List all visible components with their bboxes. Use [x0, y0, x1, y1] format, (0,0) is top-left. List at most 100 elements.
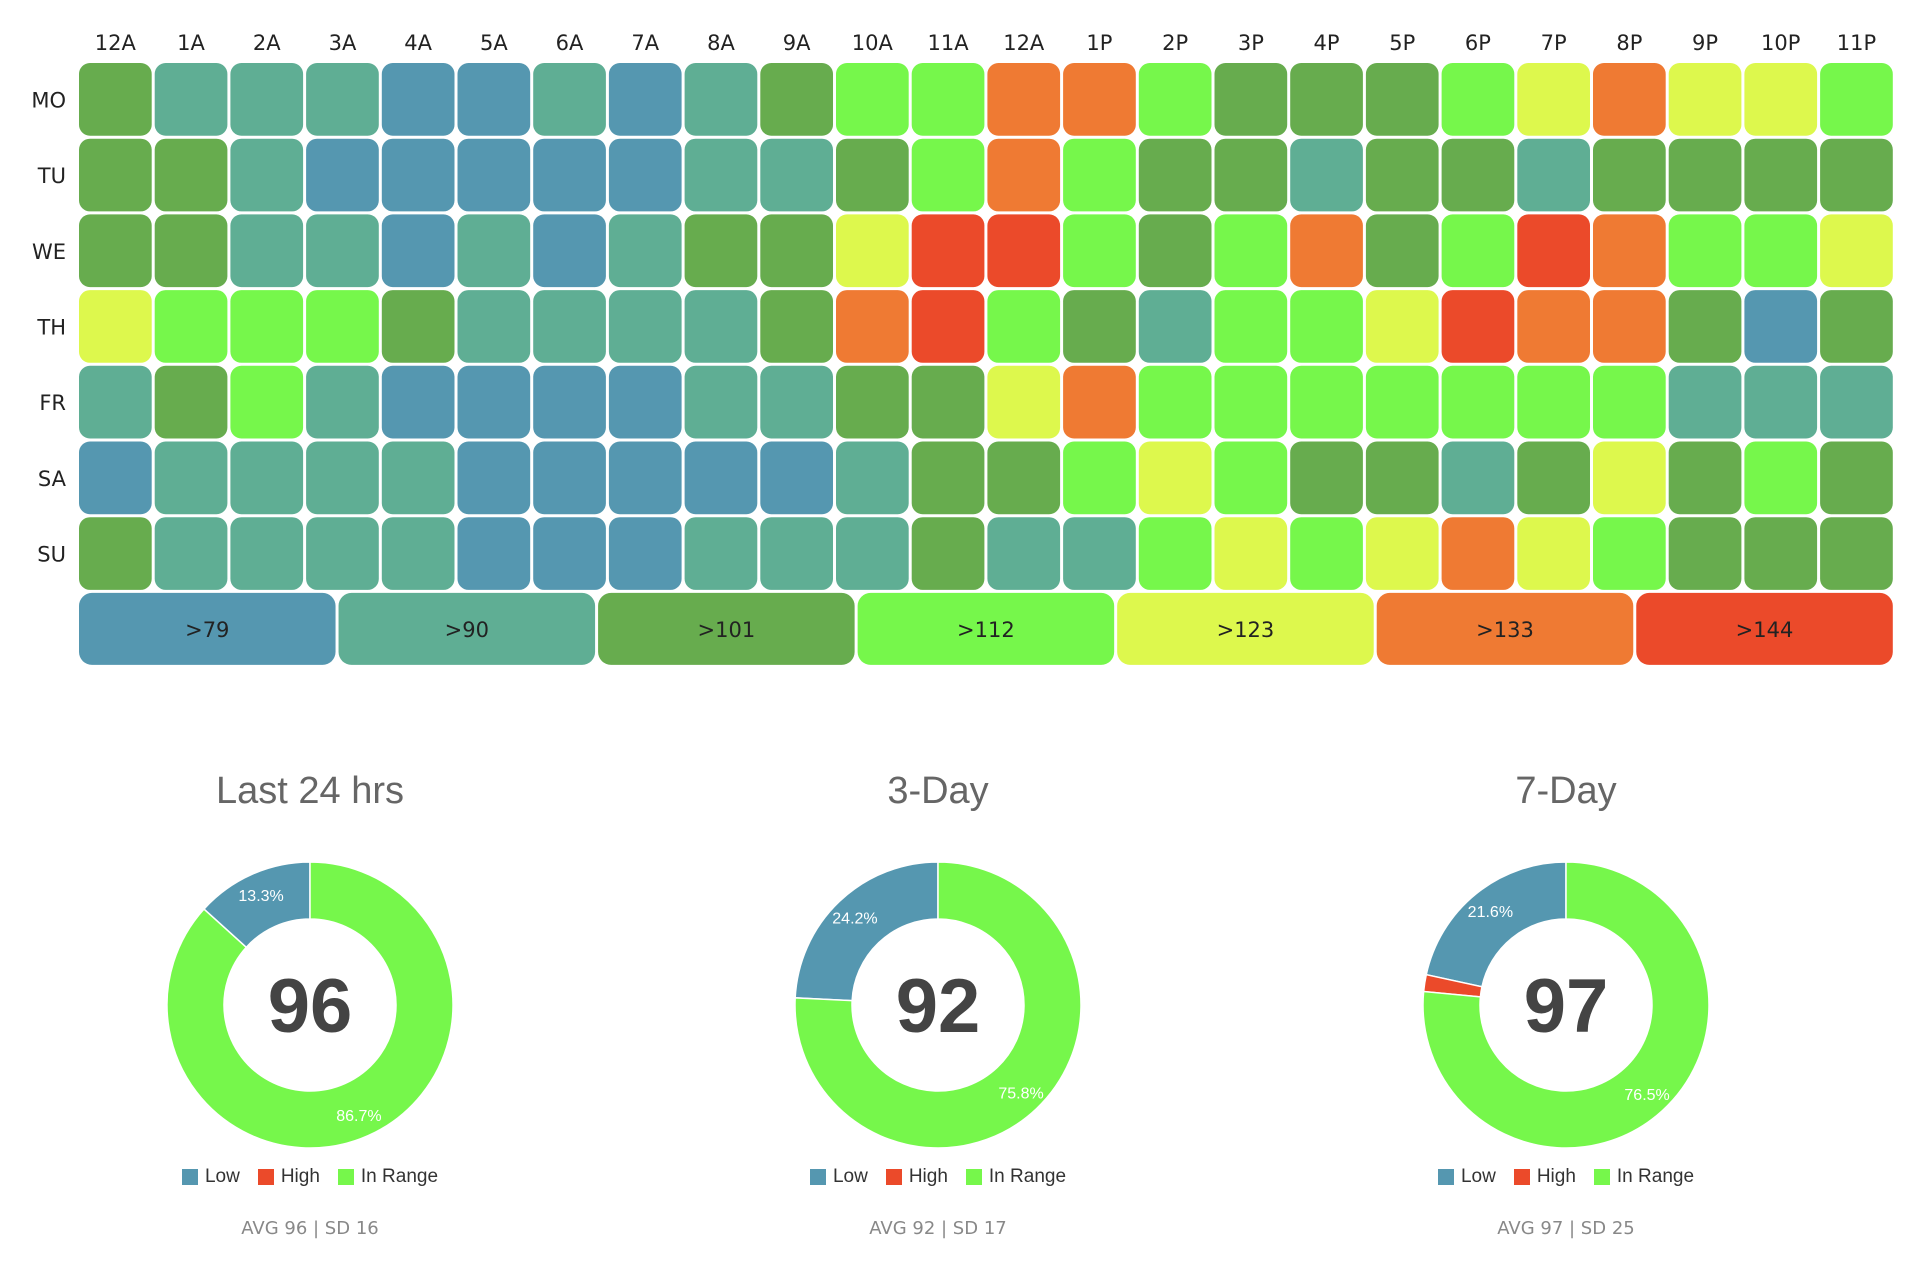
heatmap-cell[interactable]	[1744, 441, 1818, 515]
heatmap-cell[interactable]	[608, 290, 682, 363]
heatmap-cell[interactable]	[306, 214, 379, 288]
heatmap-cell[interactable]	[1744, 214, 1818, 288]
heatmap-cell[interactable]	[306, 365, 379, 439]
donut-slice-in-range[interactable]	[794, 861, 1082, 1149]
heatmap-cell[interactable]	[1063, 138, 1136, 212]
heatmap-cell[interactable]	[911, 441, 985, 515]
heatmap-cell[interactable]	[457, 138, 531, 212]
heatmap-cell[interactable]	[79, 214, 152, 288]
heatmap-cell[interactable]	[836, 138, 909, 212]
heatmap-cell[interactable]	[608, 214, 682, 288]
heatmap-cell[interactable]	[1290, 290, 1363, 363]
heatmap-cell[interactable]	[1668, 214, 1742, 288]
heatmap-cell[interactable]	[154, 138, 228, 212]
heatmap-cell[interactable]	[684, 63, 758, 136]
heatmap-cell[interactable]	[760, 214, 833, 288]
heatmap-cell[interactable]	[1668, 290, 1742, 363]
legend-item-low[interactable]: Low	[809, 1166, 868, 1188]
heatmap-cell[interactable]	[79, 517, 152, 590]
heatmap-cell[interactable]	[836, 441, 909, 515]
heatmap-cell[interactable]	[1668, 63, 1742, 136]
heatmap-cell[interactable]	[987, 290, 1061, 363]
heatmap-cell[interactable]	[1441, 138, 1515, 212]
heatmap-cell[interactable]	[1214, 441, 1288, 515]
heatmap-cell[interactable]	[911, 517, 985, 590]
heatmap-cell[interactable]	[1365, 517, 1439, 590]
heatmap-cell[interactable]	[1290, 441, 1363, 515]
heatmap-cell[interactable]	[533, 365, 606, 439]
heatmap-cell[interactable]	[457, 365, 531, 439]
heatmap-cell[interactable]	[1744, 290, 1818, 363]
legend-item-low[interactable]: Low	[181, 1166, 240, 1188]
heatmap-cell[interactable]	[608, 365, 682, 439]
heatmap-cell[interactable]	[533, 441, 606, 515]
heatmap-cell[interactable]	[608, 63, 682, 136]
heatmap-cell[interactable]	[1138, 63, 1212, 136]
heatmap-cell[interactable]	[381, 365, 455, 439]
heatmap-cell[interactable]	[911, 214, 985, 288]
heatmap-cell[interactable]	[1441, 63, 1515, 136]
heatmap-cell[interactable]	[533, 214, 606, 288]
heatmap-cell[interactable]	[1138, 517, 1212, 590]
heatmap-cell[interactable]	[1214, 365, 1288, 439]
heatmap-cell[interactable]	[1820, 138, 1893, 212]
heatmap-cell[interactable]	[1517, 517, 1590, 590]
heatmap-cell[interactable]	[154, 517, 228, 590]
heatmap-cell[interactable]	[1290, 365, 1363, 439]
legend-item-in-range[interactable]: In Range	[337, 1166, 438, 1188]
heatmap-cell[interactable]	[836, 517, 909, 590]
donut-slice-low[interactable]	[794, 861, 939, 1002]
heatmap-cell[interactable]	[154, 290, 228, 363]
heatmap-cell[interactable]	[760, 290, 833, 363]
heatmap-cell[interactable]	[79, 290, 152, 363]
heatmap-cell[interactable]	[760, 441, 833, 515]
heatmap-cell[interactable]	[1441, 517, 1515, 590]
heatmap-cell[interactable]	[911, 290, 985, 363]
heatmap-cell[interactable]	[306, 441, 379, 515]
heatmap-cell[interactable]	[1744, 138, 1818, 212]
heatmap-cell[interactable]	[987, 138, 1061, 212]
heatmap-cell[interactable]	[457, 63, 531, 136]
heatmap-cell[interactable]	[684, 365, 758, 439]
heatmap-cell[interactable]	[684, 290, 758, 363]
heatmap-cell[interactable]	[1063, 441, 1136, 515]
heatmap-cell[interactable]	[987, 441, 1061, 515]
donut-slice-in-range[interactable]	[166, 861, 454, 1149]
heatmap-cell[interactable]	[1593, 517, 1666, 590]
heatmap-cell[interactable]	[230, 138, 304, 212]
heatmap-cell[interactable]	[1668, 365, 1742, 439]
heatmap-cell[interactable]	[1744, 63, 1818, 136]
heatmap-cell[interactable]	[911, 365, 985, 439]
legend-item-high[interactable]: High	[885, 1166, 948, 1188]
heatmap-cell[interactable]	[381, 214, 455, 288]
heatmap-cell[interactable]	[1820, 63, 1893, 136]
heatmap-cell[interactable]	[1365, 63, 1439, 136]
heatmap-cell[interactable]	[911, 63, 985, 136]
heatmap-cell[interactable]	[1593, 290, 1666, 363]
heatmap-cell[interactable]	[1290, 63, 1363, 136]
heatmap-cell[interactable]	[1214, 517, 1288, 590]
heatmap-cell[interactable]	[1668, 517, 1742, 590]
heatmap-cell[interactable]	[306, 517, 379, 590]
heatmap-cell[interactable]	[760, 63, 833, 136]
heatmap-cell[interactable]	[1517, 290, 1590, 363]
heatmap-cell[interactable]	[79, 365, 152, 439]
heatmap-cell[interactable]	[230, 214, 304, 288]
heatmap-cell[interactable]	[154, 214, 228, 288]
heatmap-cell[interactable]	[1214, 138, 1288, 212]
legend-item-in-range[interactable]: In Range	[965, 1166, 1066, 1188]
legend-item-high[interactable]: High	[257, 1166, 320, 1188]
heatmap-cell[interactable]	[1365, 290, 1439, 363]
heatmap-cell[interactable]	[457, 214, 531, 288]
heatmap-cell[interactable]	[154, 365, 228, 439]
heatmap-cell[interactable]	[1138, 365, 1212, 439]
heatmap-cell[interactable]	[1517, 441, 1590, 515]
heatmap-cell[interactable]	[1063, 290, 1136, 363]
donut-slice-in-range[interactable]	[1422, 861, 1710, 1149]
heatmap-cell[interactable]	[533, 290, 606, 363]
heatmap-cell[interactable]	[154, 63, 228, 136]
heatmap-cell[interactable]	[381, 290, 455, 363]
heatmap-cell[interactable]	[1441, 290, 1515, 363]
heatmap-cell[interactable]	[306, 138, 379, 212]
heatmap-cell[interactable]	[457, 441, 531, 515]
